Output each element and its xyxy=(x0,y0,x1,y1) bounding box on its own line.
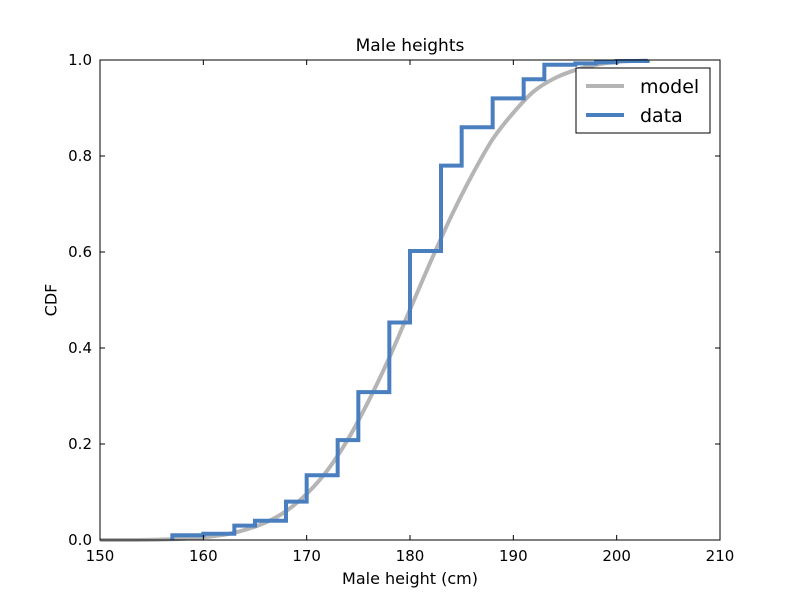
legend: model data xyxy=(575,67,711,134)
x-tick-label: 150 xyxy=(86,547,115,565)
tick-layer: 150 160 170 180 190 200 210 0.0 0.2 0.4 0.6 0.8 1.0 xyxy=(68,51,734,565)
y-tick-label: 0.0 xyxy=(68,531,92,549)
legend-label-data: data xyxy=(640,105,683,127)
x-tick-label: 160 xyxy=(189,547,218,565)
y-tick-label: 0.4 xyxy=(68,339,92,357)
y-tick-label: 1.0 xyxy=(68,51,92,69)
series-line-model xyxy=(99,58,648,543)
y-tick-label: 0.2 xyxy=(68,435,92,453)
y-tick-label: 0.8 xyxy=(68,147,92,165)
x-tick-label: 170 xyxy=(292,547,321,565)
x-tick-label: 180 xyxy=(396,547,425,565)
legend-box xyxy=(575,67,711,134)
y-tick-label: 0.6 xyxy=(68,243,92,261)
series-layer xyxy=(99,58,650,543)
chart-title: Male heights xyxy=(355,36,465,56)
x-tick-label: 200 xyxy=(602,547,631,565)
plot-frame xyxy=(99,59,721,541)
x-tick-label: 190 xyxy=(499,547,528,565)
legend-label-model: model xyxy=(640,76,699,98)
x-axis-label: Male height (cm) xyxy=(342,569,478,588)
x-tick-label: 210 xyxy=(706,547,735,565)
series-line-data xyxy=(170,58,650,540)
